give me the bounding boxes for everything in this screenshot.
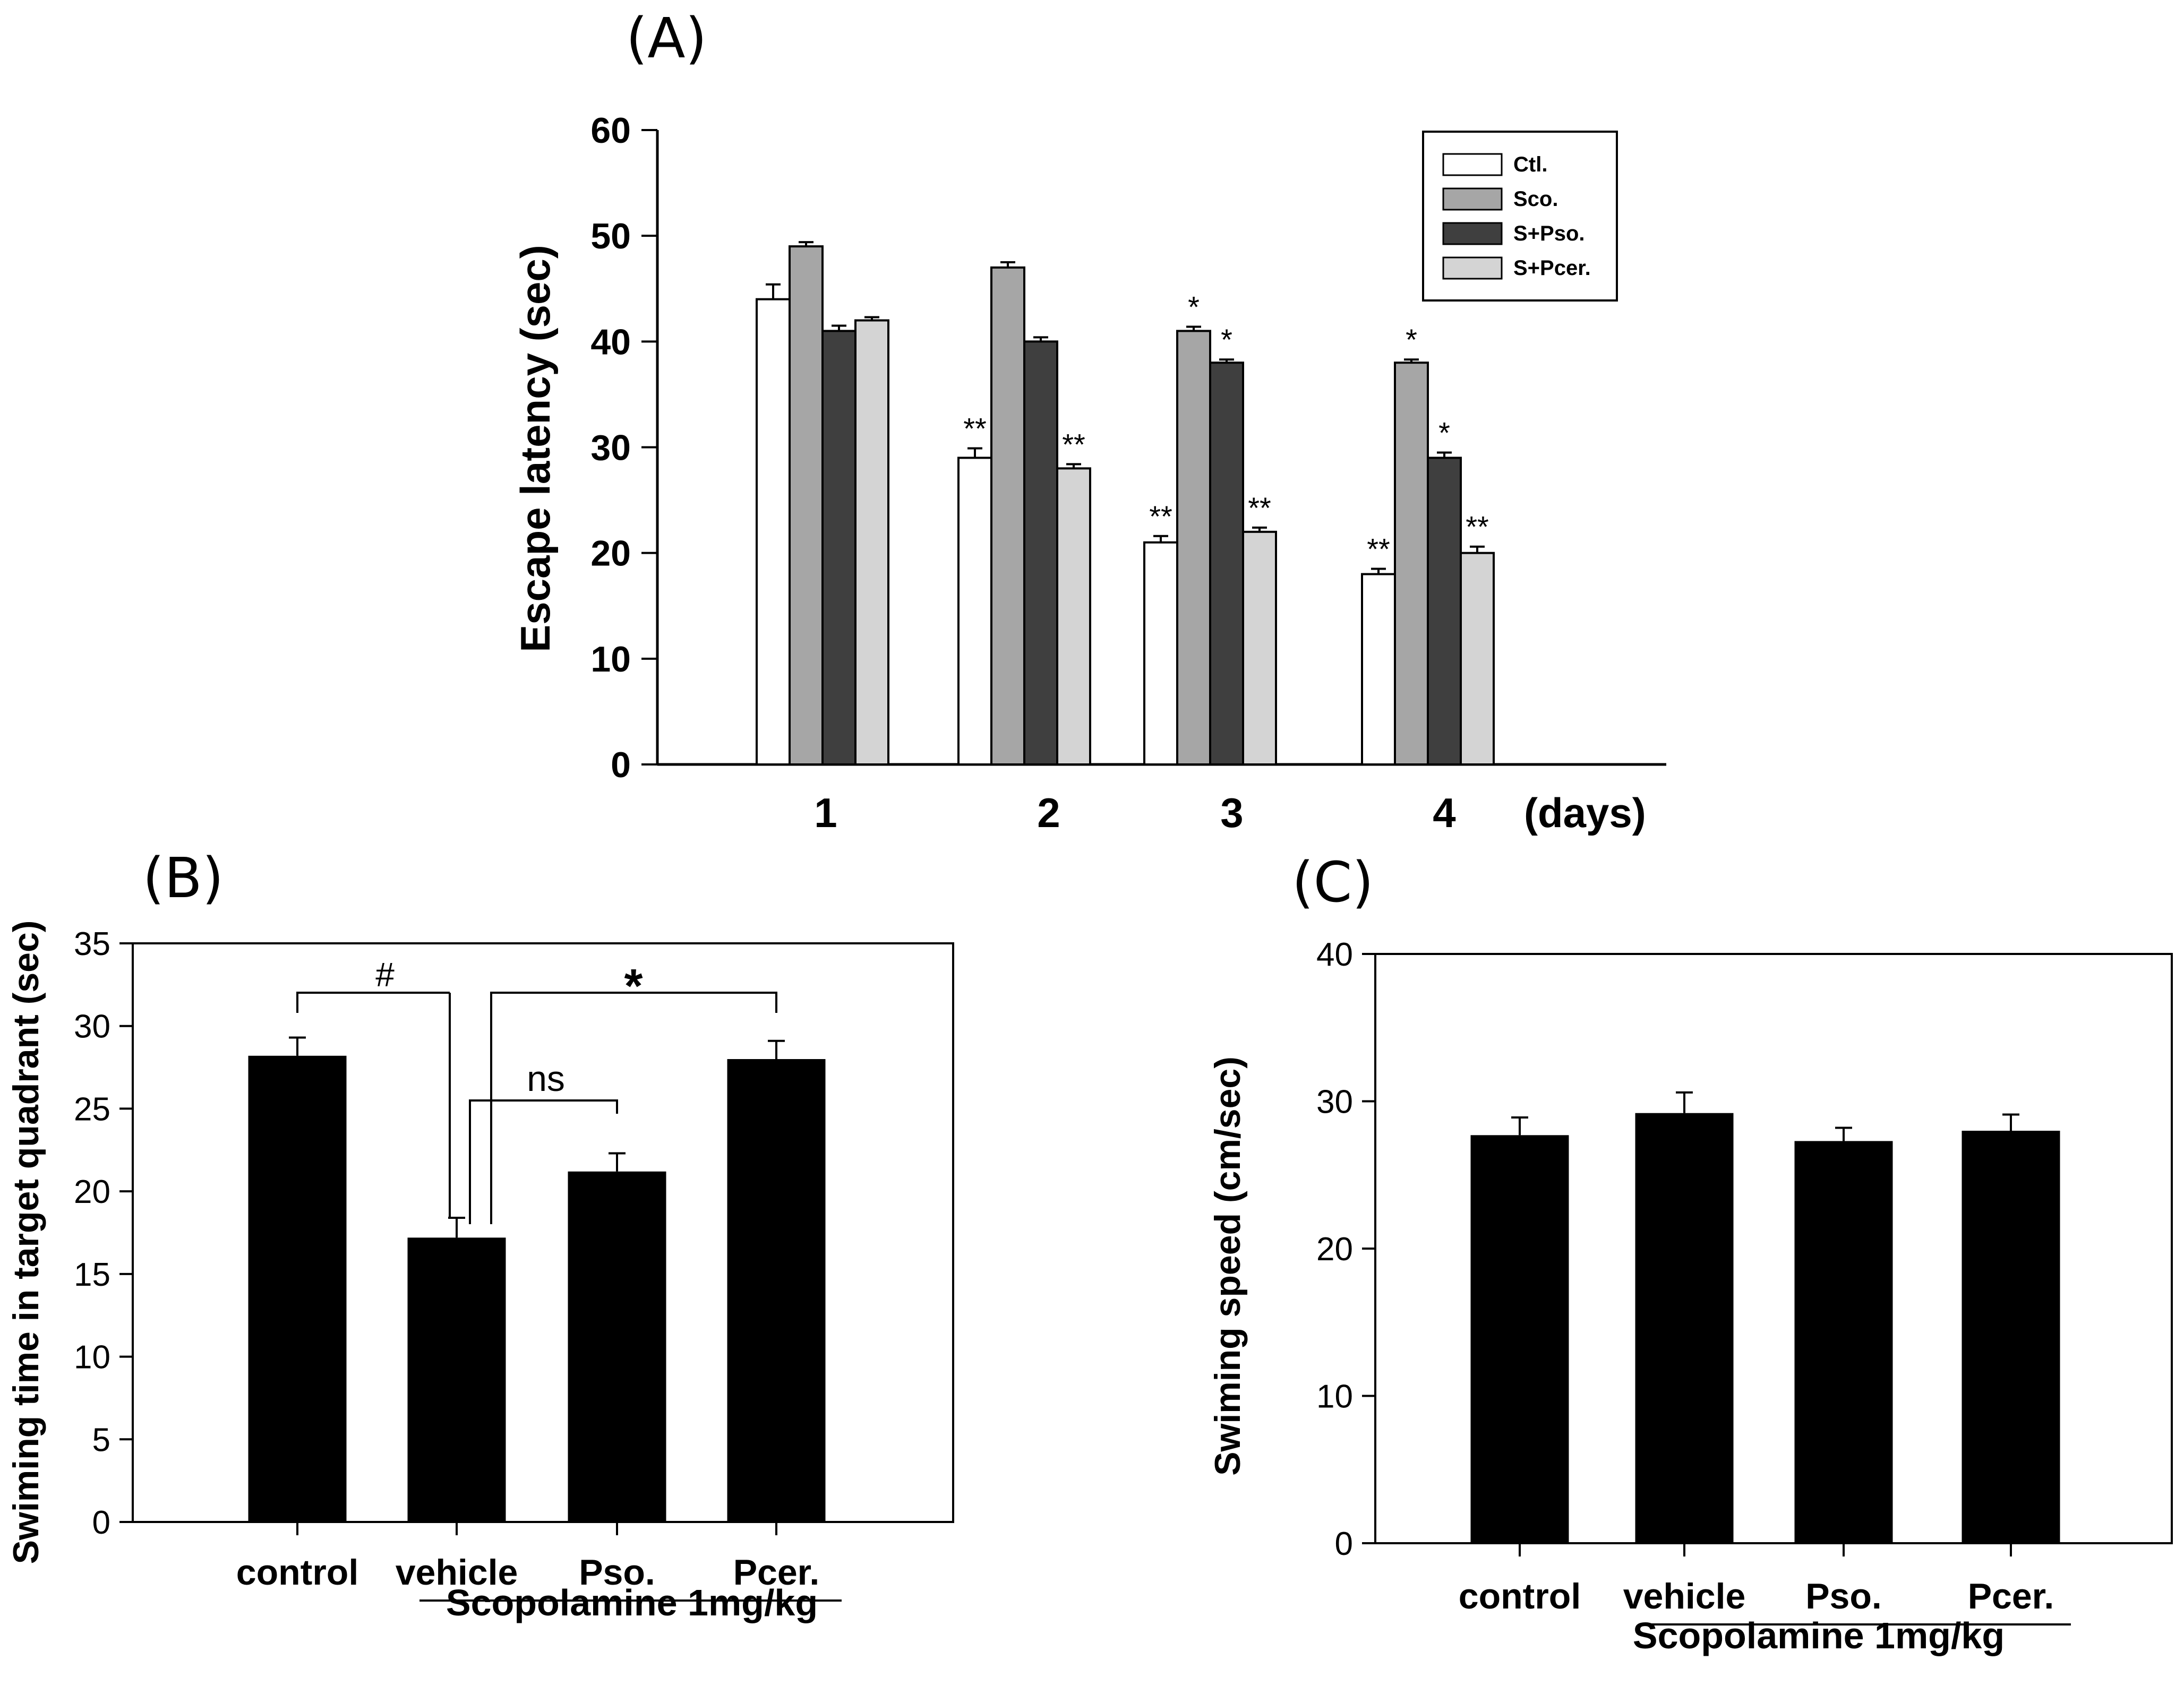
panel-b-significance-brackets: # * ns: [296, 956, 777, 1224]
panel-a-bar: [1361, 573, 1396, 766]
panel-b-y-tick-label: 15: [74, 1257, 110, 1293]
panel-a-y-tick-label: 30: [590, 428, 631, 468]
panel-a-y-tick-label: 60: [590, 110, 631, 151]
panel-b-y-tick-label: 25: [74, 1091, 110, 1128]
panel-a-bar: [756, 298, 791, 766]
panel-a-bar: [1143, 541, 1178, 766]
bracket-vehicle-pcer: [490, 992, 777, 1224]
panel-c-bar: [1962, 1131, 2060, 1543]
panel-b-x-axis-label: Scopolamine 1mg/kg: [446, 1582, 818, 1623]
panel-a-legend-swatch: [1442, 187, 1503, 211]
significance-label-star: *: [624, 960, 643, 1013]
panel-c-y-tick-label: 40: [1316, 936, 1353, 973]
panel-c-y-tick-label: 10: [1316, 1379, 1353, 1415]
panel-c-y-tick-label: 20: [1316, 1231, 1353, 1268]
panel-c-x-axis-label: Scopolamine 1mg/kg: [1633, 1615, 2005, 1656]
panel-b-y-tick-label: 10: [74, 1339, 110, 1376]
panel-b-bar: [407, 1237, 506, 1522]
panel-a-legend-label: S+Pso.: [1513, 222, 1585, 245]
panel-c-label: (C): [1292, 850, 1374, 915]
panel-a-y-tick-label: 50: [590, 216, 631, 256]
panel-c-y-tick-label: 30: [1316, 1084, 1353, 1121]
panel-a-x-tick-label: 3: [1220, 789, 1243, 836]
panel-a-label: (A): [626, 6, 707, 71]
panel-a-bar: [1209, 362, 1244, 766]
panel-b-x-tick-label: Pcer.: [733, 1552, 820, 1593]
panel-a-x-axis-label: (days): [1524, 789, 1646, 836]
panel-a-bar: [957, 457, 992, 766]
panel-a-significance-mark: **: [1149, 500, 1172, 533]
panel-a-y-tick-label: 40: [590, 322, 631, 362]
panel-a-significance-mark: *: [1221, 323, 1232, 356]
panel-b-chart: (B) Swiming time in target quadrant (sec…: [6, 846, 954, 1623]
panel-a-bar: [1460, 552, 1495, 766]
panel-c-bar: [1470, 1135, 1569, 1543]
panel-a-bar: [990, 266, 1025, 766]
panel-b-y-tick-label: 20: [74, 1174, 110, 1210]
panel-a-y-tick-label: 0: [611, 745, 631, 785]
panel-a-bar: [789, 245, 824, 766]
panel-a-bar: [1242, 530, 1277, 766]
panel-a-legend-label: Ctl.: [1513, 153, 1547, 176]
panel-a-bar: [1394, 362, 1429, 766]
panel-a-significance-mark: **: [1248, 491, 1271, 524]
panel-b-bar: [568, 1171, 666, 1522]
panel-a-significance-mark: *: [1406, 323, 1417, 356]
panel-b-y-tick-label: 0: [92, 1504, 110, 1541]
panel-b-plot-frame: [132, 942, 954, 1523]
panel-b-x-tick-label: control: [236, 1552, 358, 1593]
panel-c-x-tick-label: control: [1459, 1576, 1581, 1616]
panel-a-significance-mark: *: [1188, 290, 1200, 323]
panel-a-y-axis-label: Escape latency (sec): [512, 245, 559, 652]
panel-b-bar: [248, 1055, 347, 1522]
bracket-vehicle-pso: [469, 1099, 618, 1224]
panel-b-label: (B): [143, 846, 224, 910]
panel-a-legend-label: S+Pcer.: [1513, 256, 1591, 280]
panel-a-legend-swatch: [1442, 153, 1503, 176]
panel-b-x-tick-label: Pso.: [579, 1552, 655, 1593]
panel-a-legend-label: Sco.: [1513, 187, 1558, 211]
panel-a-significance-mark: *: [1438, 416, 1450, 449]
panel-a-bar: [1023, 340, 1058, 766]
panel-a-significance-mark: **: [963, 411, 987, 445]
panel-c-bar: [1635, 1113, 1734, 1543]
significance-label-ns: ns: [527, 1059, 565, 1099]
panel-b-x-tick-label: vehicle: [396, 1552, 518, 1593]
panel-a-bar: [1176, 330, 1211, 766]
panel-a-chart: (A) Escape latency (sec) (days) 0 10 20 30 4…: [512, 6, 1666, 836]
panel-a-x-tick-label: 4: [1433, 789, 1455, 836]
panel-a-x-tick-label: 2: [1037, 789, 1060, 836]
panel-a-legend-swatch: [1442, 222, 1503, 245]
panel-b-bar: [727, 1059, 826, 1522]
panel-a-legend: Ctl. Sco. S+Pso. S+Pcer.: [1422, 131, 1618, 302]
panel-c-x-tick-label: vehicle: [1623, 1576, 1746, 1616]
panel-a-significance-mark: **: [1466, 510, 1489, 544]
panel-b-y-tick-label: 5: [92, 1422, 110, 1458]
panel-a-y-tick-label: 20: [590, 534, 631, 574]
panel-c-x-tick-label: Pcer.: [1968, 1576, 2054, 1616]
panel-a-significance-mark: **: [1062, 427, 1085, 461]
panel-c-bar: [1794, 1141, 1893, 1543]
panel-a-x-tick-label: 1: [814, 789, 837, 836]
panel-c-y-axis-label: Swiming speed (cm/sec): [1207, 1056, 1248, 1476]
panel-c-y-tick-label: 0: [1335, 1526, 1353, 1562]
panel-a-significance-mark: **: [1367, 532, 1390, 566]
panel-a-y-tick-label: 10: [590, 639, 631, 680]
panel-b-y-tick-label: 30: [74, 1009, 110, 1045]
panel-a-bar: [821, 330, 857, 766]
panel-b-y-axis-label: Swiming time in target quadrant (sec): [6, 921, 46, 1564]
significance-label-hash: #: [375, 956, 395, 994]
panel-a-bar: [1427, 457, 1462, 766]
panel-c-chart: (C) Swiming speed (cm/sec) Scopolamine 1…: [1207, 850, 2173, 1656]
panel-a-legend-swatch: [1442, 256, 1503, 280]
bracket-control-vehicle: [296, 992, 450, 1013]
panel-c-x-tick-label: Pso.: [1805, 1576, 1882, 1616]
panel-b-y-tick-label: 35: [74, 926, 110, 962]
panel-a-bar: [1056, 467, 1091, 766]
panel-a-bar: [854, 319, 889, 766]
